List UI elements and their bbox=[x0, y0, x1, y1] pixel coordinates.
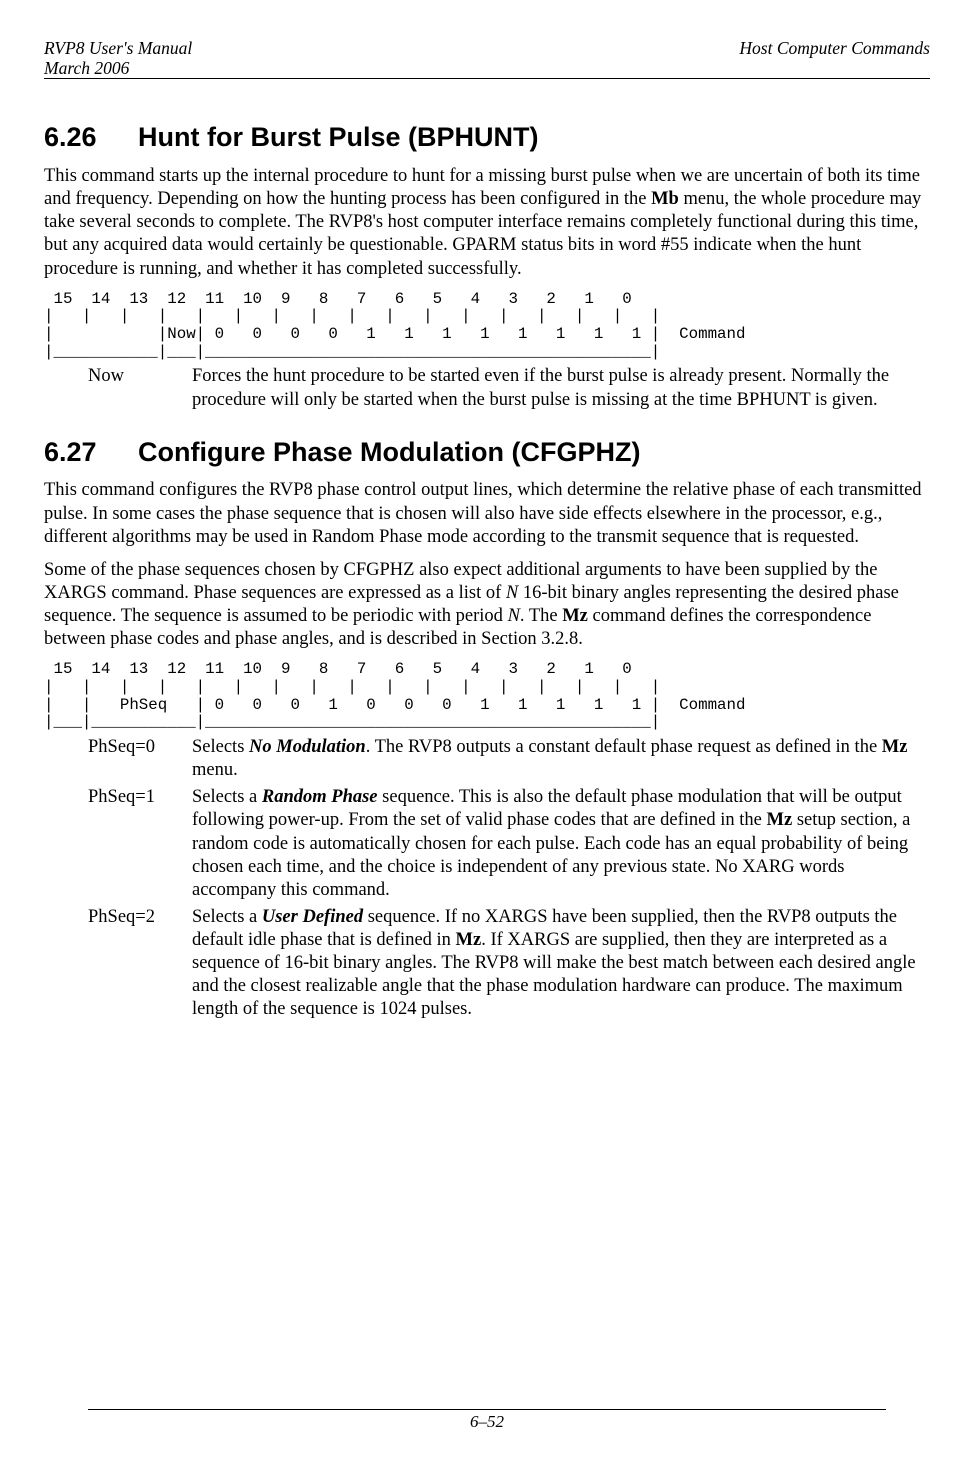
section-title: Hunt for Burst Pulse (BPHUNT) bbox=[138, 122, 539, 152]
definition-term-phseq0: PhSeq=0 bbox=[88, 736, 192, 782]
definition-desc-phseq0: Selects No Modulation. The RVP8 outputs … bbox=[192, 736, 930, 782]
bphunt-definitions: Now Forces the hunt procedure to be star… bbox=[88, 365, 930, 411]
definition-term-now: Now bbox=[88, 365, 192, 411]
text: menu. bbox=[192, 760, 238, 780]
definition-desc-phseq2: Selects a User Defined sequence. If no X… bbox=[192, 906, 930, 1022]
cfgphz-paragraph-2: Some of the phase sequences chosen by CF… bbox=[44, 559, 930, 652]
italic-n: N bbox=[506, 583, 518, 603]
definition-term-phseq1: PhSeq=1 bbox=[88, 786, 192, 902]
italic-n: N bbox=[508, 606, 520, 626]
section-number: 6.27 bbox=[44, 436, 138, 470]
page-number: 6–52 bbox=[470, 1412, 504, 1431]
mz-bold: Mz bbox=[767, 810, 793, 830]
page-header: RVP8 User's Manual March 2006 Host Compu… bbox=[44, 38, 930, 79]
cfgphz-paragraph-1: This command configures the RVP8 phase c… bbox=[44, 479, 930, 548]
definition-row: PhSeq=2 Selects a User Defined sequence.… bbox=[88, 906, 930, 1022]
cfgphz-definitions: PhSeq=0 Selects No Modulation. The RVP8 … bbox=[88, 736, 930, 1022]
text: Selects a bbox=[192, 787, 262, 807]
cfgphz-bit-table: 15 14 13 12 11 10 9 8 7 6 5 4 3 2 1 0 | … bbox=[44, 661, 930, 732]
bphunt-paragraph: This command starts up the internal proc… bbox=[44, 165, 930, 281]
bold-italic-no-modulation: No Modulation bbox=[249, 737, 366, 757]
text: . The bbox=[520, 606, 562, 626]
definition-term-phseq2: PhSeq=2 bbox=[88, 906, 192, 1022]
header-product: RVP8 User's Manual bbox=[44, 38, 192, 58]
bphunt-bit-table: 15 14 13 12 11 10 9 8 7 6 5 4 3 2 1 0 | … bbox=[44, 291, 930, 362]
definition-desc-now: Forces the hunt procedure to be started … bbox=[192, 365, 930, 411]
text: Selects bbox=[192, 737, 249, 757]
definition-desc-phseq1: Selects a Random Phase sequence. This is… bbox=[192, 786, 930, 902]
bold-italic-random-phase: Random Phase bbox=[262, 787, 378, 807]
definition-row: PhSeq=0 Selects No Modulation. The RVP8 … bbox=[88, 736, 930, 782]
definition-row: PhSeq=1 Selects a Random Phase sequence.… bbox=[88, 786, 930, 902]
section-heading-cfgphz: 6.27Configure Phase Modulation (CFGPHZ) bbox=[44, 436, 930, 470]
header-date: March 2006 bbox=[44, 58, 192, 78]
header-section: Host Computer Commands bbox=[739, 38, 930, 58]
header-left: RVP8 User's Manual March 2006 bbox=[44, 38, 192, 78]
text: . The RVP8 outputs a constant default ph… bbox=[366, 737, 882, 757]
bold-italic-user-defined: User Defined bbox=[262, 907, 363, 927]
section-title: Configure Phase Modulation (CFGPHZ) bbox=[138, 437, 640, 467]
mz-bold: Mz bbox=[456, 930, 482, 950]
section-number: 6.26 bbox=[44, 121, 138, 155]
mz-bold: Mz bbox=[562, 606, 588, 626]
header-right: Host Computer Commands bbox=[739, 38, 930, 78]
page-footer: 6–52 bbox=[88, 1409, 886, 1432]
text: Selects a bbox=[192, 907, 262, 927]
section-heading-bphunt: 6.26Hunt for Burst Pulse (BPHUNT) bbox=[44, 121, 930, 155]
mb-bold: Mb bbox=[651, 189, 679, 209]
definition-row: Now Forces the hunt procedure to be star… bbox=[88, 365, 930, 411]
mz-bold: Mz bbox=[882, 737, 908, 757]
